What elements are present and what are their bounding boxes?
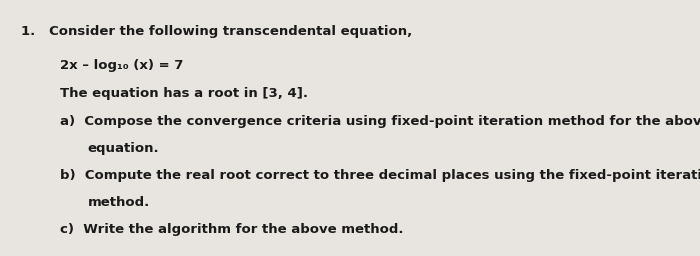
Text: a)  Compose the convergence criteria using fixed-point iteration method for the : a) Compose the convergence criteria usin… (60, 115, 700, 128)
Text: c)  Write the algorithm for the above method.: c) Write the algorithm for the above met… (60, 223, 403, 236)
Text: equation.: equation. (88, 142, 159, 155)
Text: b)  Compute the real root correct to three decimal places using the fixed-point : b) Compute the real root correct to thre… (60, 169, 700, 182)
Text: The equation has a root in [3, 4].: The equation has a root in [3, 4]. (60, 87, 307, 100)
Text: 1.   Consider the following transcendental equation,: 1. Consider the following transcendental… (21, 26, 412, 38)
Text: 2x – log₁₀ (x) = 7: 2x – log₁₀ (x) = 7 (60, 59, 183, 72)
Text: method.: method. (88, 196, 150, 209)
